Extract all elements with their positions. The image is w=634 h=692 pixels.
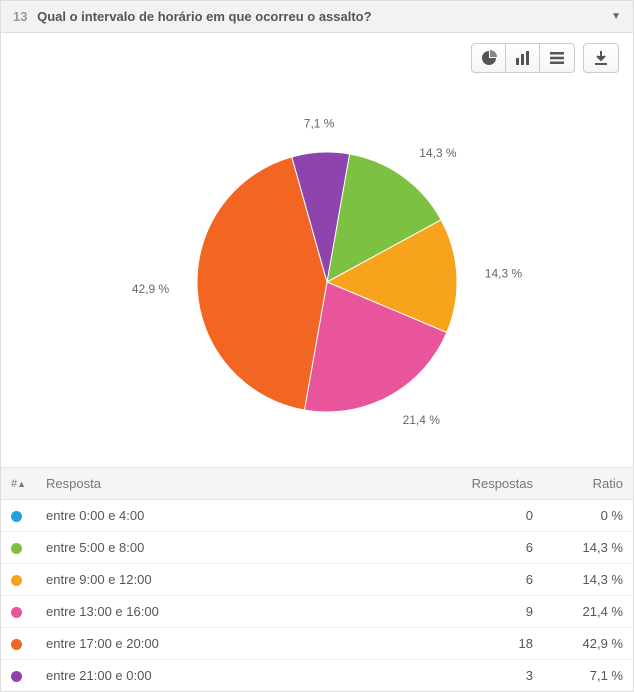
list-view-button[interactable]	[540, 44, 574, 72]
row-answer: entre 5:00 e 8:00	[36, 532, 433, 564]
download-group	[583, 43, 619, 73]
color-dot-icon	[11, 575, 22, 586]
table-row: entre 21:00 e 0:0037,1 %	[1, 660, 633, 692]
question-header[interactable]: 13 Qual o intervalo de horário em que oc…	[1, 1, 633, 33]
question-panel: 13 Qual o intervalo de horário em que oc…	[0, 0, 634, 692]
column-header-index[interactable]: #▲	[1, 468, 36, 500]
pie-slice-label: 42,9 %	[132, 282, 170, 296]
pie-chart-button[interactable]	[472, 44, 506, 72]
bar-chart-icon	[515, 50, 531, 66]
row-answer: entre 21:00 e 0:00	[36, 660, 433, 692]
chart-toolbar	[1, 33, 633, 77]
pie-slice-label: 7,1 %	[304, 116, 335, 130]
row-ratio: 21,4 %	[543, 596, 633, 628]
table-row: entre 13:00 e 16:00921,4 %	[1, 596, 633, 628]
results-table: #▲ Resposta Respostas Ratio entre 0:00 e…	[1, 467, 633, 691]
question-title: 13 Qual o intervalo de horário em que oc…	[13, 9, 372, 24]
row-color-cell	[1, 628, 36, 660]
row-color-cell	[1, 660, 36, 692]
list-icon	[549, 50, 565, 66]
row-color-cell	[1, 564, 36, 596]
row-ratio: 7,1 %	[543, 660, 633, 692]
table-row: entre 9:00 e 12:00614,3 %	[1, 564, 633, 596]
column-header-count[interactable]: Respostas	[433, 468, 543, 500]
row-ratio: 14,3 %	[543, 532, 633, 564]
color-dot-icon	[11, 639, 22, 650]
column-header-ratio[interactable]: Ratio	[543, 468, 633, 500]
table-row: entre 5:00 e 8:00614,3 %	[1, 532, 633, 564]
view-toggle-group	[471, 43, 575, 73]
row-count: 3	[433, 660, 543, 692]
color-dot-icon	[11, 607, 22, 618]
row-color-cell	[1, 500, 36, 532]
row-answer: entre 17:00 e 20:00	[36, 628, 433, 660]
pie-slice-label: 14,3 %	[485, 266, 523, 280]
download-button[interactable]	[584, 44, 618, 72]
sort-asc-icon: ▲	[17, 479, 26, 489]
row-count: 6	[433, 532, 543, 564]
row-color-cell	[1, 532, 36, 564]
color-dot-icon	[11, 543, 22, 554]
row-count: 9	[433, 596, 543, 628]
bar-chart-button[interactable]	[506, 44, 540, 72]
question-text: Qual o intervalo de horário em que ocorr…	[37, 9, 371, 24]
table-header-row: #▲ Resposta Respostas Ratio	[1, 468, 633, 500]
row-ratio: 14,3 %	[543, 564, 633, 596]
row-count: 6	[433, 564, 543, 596]
chevron-down-icon[interactable]: ▼	[611, 11, 621, 22]
color-dot-icon	[11, 671, 22, 682]
pie-slice-label: 14,3 %	[419, 146, 457, 160]
row-color-cell	[1, 596, 36, 628]
row-answer: entre 13:00 e 16:00	[36, 596, 433, 628]
row-count: 0	[433, 500, 543, 532]
question-number: 13	[13, 9, 27, 24]
column-header-answer[interactable]: Resposta	[36, 468, 433, 500]
pie-chart-icon	[481, 50, 497, 66]
row-count: 18	[433, 628, 543, 660]
color-dot-icon	[11, 511, 22, 522]
pie-slice-label: 21,4 %	[403, 413, 441, 427]
download-icon	[593, 50, 609, 66]
row-answer: entre 9:00 e 12:00	[36, 564, 433, 596]
row-ratio: 42,9 %	[543, 628, 633, 660]
pie-chart: 14,3 % 14,3 % 21,4 % 42,9 % 7,1 %	[37, 87, 597, 457]
table-row: entre 17:00 e 20:001842,9 %	[1, 628, 633, 660]
pie-chart-area: 14,3 % 14,3 % 21,4 % 42,9 % 7,1 %	[1, 77, 633, 467]
table-row: entre 0:00 e 4:0000 %	[1, 500, 633, 532]
row-ratio: 0 %	[543, 500, 633, 532]
row-answer: entre 0:00 e 4:00	[36, 500, 433, 532]
